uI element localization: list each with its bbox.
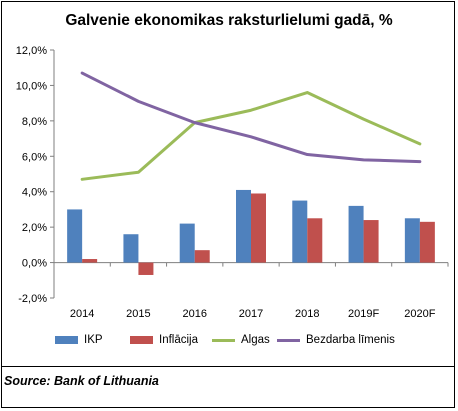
bar-inflācija: [251, 193, 266, 263]
line-algas: [80, 91, 422, 181]
legend-swatch: [55, 336, 78, 344]
bar-inflācija: [307, 218, 323, 263]
tick-labels: 12,0% 10,0% 8,0% 6,0% 4,0% 2,0% 0,0% -2,0% 2014 2…: [16, 45, 436, 320]
y-tick-label: 8,0%: [22, 116, 47, 128]
line-series: [80, 71, 422, 181]
source-note: Source: Bank of Lithuania: [4, 374, 159, 388]
legend-label: Inflācija: [159, 334, 198, 346]
legend: IKP Inflācija Algas Bezdarba līmenis: [55, 334, 455, 350]
chart-title: Galvenie ekonomikas raksturlielumi gadā,…: [65, 12, 393, 29]
legend-item: Bezdarba līmenis: [277, 334, 395, 346]
legend-item: Algas: [212, 334, 270, 346]
bar-ikp: [348, 205, 364, 263]
x-tick-label: 2014: [70, 308, 94, 320]
legend-label: Bezdarba līmenis: [306, 334, 395, 346]
bar-inflācija: [194, 250, 210, 263]
y-tick-label: 0,0%: [22, 258, 47, 270]
bar-inflācija: [138, 262, 154, 275]
x-tick-label: 2016: [182, 308, 206, 320]
bar-inflācija: [419, 221, 435, 263]
x-tick-label: 2015: [126, 308, 150, 320]
bar-ikp: [67, 209, 83, 263]
legend-swatch: [277, 338, 300, 342]
bar-ikp: [236, 189, 251, 263]
legend-item: Inflācija: [130, 334, 198, 346]
bar-inflācija: [82, 259, 98, 263]
y-tick-label: 2,0%: [22, 222, 47, 234]
y-tick-label: 6,0%: [22, 151, 47, 163]
legend-label: IKP: [84, 334, 103, 346]
x-tick-label: 2019F: [348, 308, 379, 320]
legend-item: IKP: [55, 334, 103, 346]
y-tick-label: 4,0%: [22, 187, 47, 199]
y-tick-label: 10,0%: [16, 80, 47, 92]
legend-label: Algas: [241, 334, 270, 346]
bar-series: [67, 189, 435, 275]
x-tick-label: 2018: [295, 308, 319, 320]
source-divider: [1, 366, 455, 367]
bar-ikp: [123, 234, 139, 263]
bar-ikp: [179, 223, 195, 263]
x-tick-label: 2017: [239, 308, 263, 320]
bar-inflācija: [363, 220, 379, 263]
bar-ikp: [292, 200, 308, 263]
y-tick-label: 12,0%: [16, 45, 47, 57]
x-tick-label: 2020F: [404, 308, 435, 320]
legend-swatch: [130, 336, 153, 344]
line-bezdarba-līmenis: [80, 71, 422, 164]
bar-ikp: [404, 218, 420, 263]
legend-swatch: [212, 338, 235, 342]
y-tick-label: -2,0%: [18, 293, 47, 305]
